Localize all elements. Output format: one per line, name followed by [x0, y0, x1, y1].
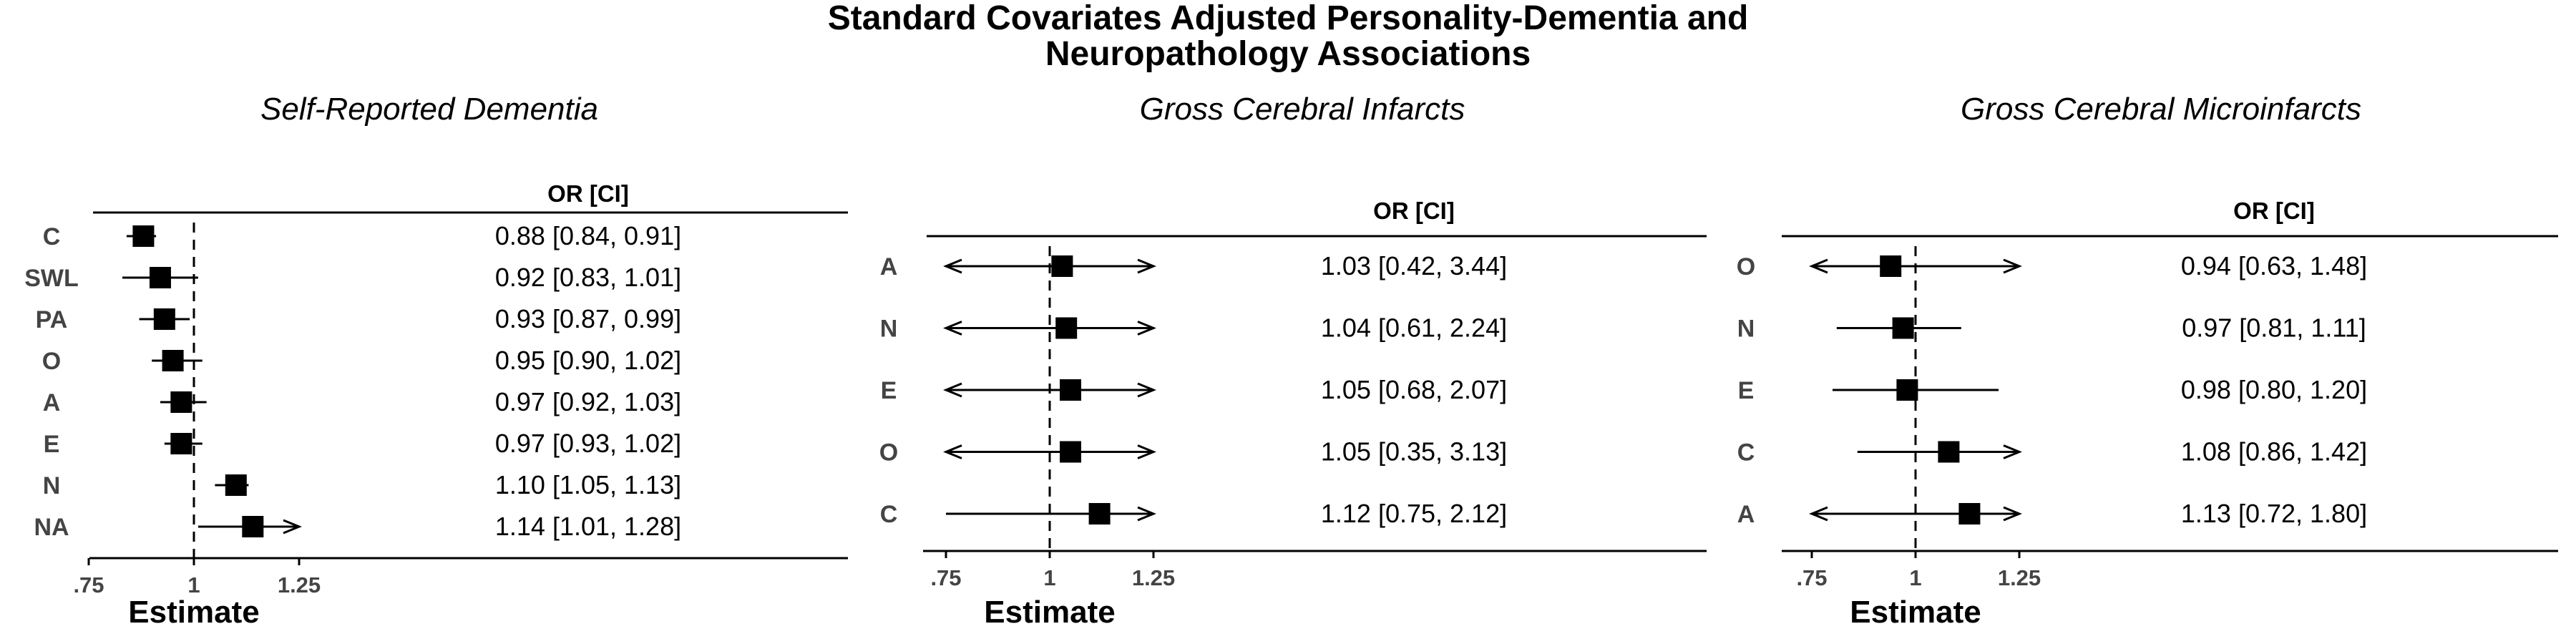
or-ci-text-o-panel-2: 1.05 [0.35, 3.13]	[1321, 437, 1507, 467]
table-header-panel-2: OR [CI]	[1373, 197, 1455, 224]
or-ci-text-n-panel-2: 1.04 [0.61, 2.24]	[1321, 313, 1507, 343]
point-estimate-swl-panel-1	[149, 267, 171, 288]
point-estimate-a-panel-3	[1958, 503, 1981, 525]
point-estimate-o-panel-3	[1880, 255, 1902, 277]
panel-title-self-reported-dementia: Self-Reported Dementia	[260, 92, 598, 127]
row-label-c-panel-2: C	[880, 501, 898, 528]
row-label-o-panel-2: O	[879, 439, 898, 467]
ci-arrow-right-a-panel-3	[2003, 506, 2022, 522]
or-ci-text-e-panel-2: 1.05 [0.68, 2.07]	[1321, 375, 1507, 404]
ci-arrow-left-e-panel-2	[943, 382, 962, 398]
row-label-e-panel-3: E	[1738, 377, 1755, 404]
x-tick-label-panel-2-0: .75	[930, 565, 961, 590]
table-header-panel-3: OR [CI]	[2233, 197, 2315, 224]
ci-arrow-right-o-panel-2	[1137, 444, 1156, 459]
row-label-e-panel-2: E	[881, 377, 897, 404]
point-estimate-na-panel-1	[242, 516, 264, 537]
point-estimate-a-panel-2	[1051, 255, 1073, 277]
x-tick-label-panel-2-1: 1	[1043, 565, 1055, 590]
row-label-a-panel-3: A	[1737, 501, 1755, 528]
x-tick-label-panel-1-0: .75	[73, 572, 104, 597]
point-estimate-o-panel-2	[1060, 441, 1081, 463]
ci-arrow-right-o-panel-3	[2003, 258, 2022, 274]
ci-arrow-left-a-panel-2	[943, 258, 962, 274]
x-tick-label-panel-3-0: .75	[1796, 565, 1827, 590]
x-tick-label-panel-3-1: 1	[1909, 565, 1921, 590]
row-label-pa-panel-1: PA	[36, 306, 68, 333]
or-ci-text-e-panel-1: 0.97 [0.93, 1.02]	[495, 429, 681, 458]
x-tick-label-panel-2-2: 1.25	[1132, 565, 1175, 590]
figure-title-line-2: Neuropathology Associations	[1045, 35, 1531, 73]
or-ci-text-a-panel-3: 1.13 [0.72, 1.80]	[2181, 499, 2367, 528]
point-estimate-c-panel-1	[132, 225, 155, 247]
point-estimate-c-panel-3	[1938, 441, 1960, 463]
or-ci-text-c-panel-1: 0.88 [0.84, 0.91]	[495, 221, 681, 250]
point-estimate-n-panel-1	[225, 474, 247, 496]
ci-arrow-right-c-panel-3	[2003, 444, 2022, 459]
x-axis-title-panel-3: Estimate	[1850, 595, 1981, 630]
point-estimate-e-panel-1	[170, 433, 192, 454]
or-ci-text-na-panel-1: 1.14 [1.01, 1.28]	[495, 512, 681, 541]
x-tick-label-panel-1-2: 1.25	[278, 572, 321, 597]
ci-arrow-left-a-panel-3	[1809, 506, 1828, 522]
ci-arrow-left-o-panel-2	[943, 444, 962, 459]
x-tick-label-panel-3-2: 1.25	[1998, 565, 2041, 590]
row-label-a-panel-2: A	[880, 253, 898, 280]
or-ci-text-e-panel-3: 0.98 [0.80, 1.20]	[2181, 375, 2367, 404]
table-header-panel-1: OR [CI]	[547, 180, 629, 207]
point-estimate-a-panel-1	[170, 391, 192, 413]
or-ci-text-c-panel-3: 1.08 [0.86, 1.42]	[2181, 437, 2367, 467]
figure-title-line-1: Standard Covariates Adjusted Personality…	[827, 0, 1749, 37]
or-ci-text-pa-panel-1: 0.93 [0.87, 0.99]	[495, 304, 681, 333]
point-estimate-n-panel-2	[1055, 317, 1078, 339]
point-estimate-pa-panel-1	[153, 308, 175, 330]
ci-arrow-right-n-panel-2	[1137, 321, 1156, 336]
row-label-c-panel-1: C	[43, 223, 61, 250]
x-axis-title-panel-2: Estimate	[984, 595, 1115, 630]
ci-arrow-right-na-panel-1	[283, 519, 302, 535]
panel-title-gross-cerebral-infarcts: Gross Cerebral Infarcts	[1139, 92, 1465, 127]
row-label-c-panel-3: C	[1737, 439, 1755, 467]
ci-arrow-left-n-panel-2	[943, 321, 962, 336]
or-ci-text-n-panel-3: 0.97 [0.81, 1.11]	[2182, 313, 2366, 343]
row-label-o-panel-3: O	[1737, 253, 1755, 280]
row-label-n-panel-2: N	[880, 316, 898, 343]
or-ci-text-o-panel-1: 0.95 [0.90, 1.02]	[495, 346, 681, 375]
panel-title-gross-cerebral-microinfarcts: Gross Cerebral Microinfarcts	[1961, 92, 2361, 127]
point-estimate-c-panel-2	[1088, 503, 1111, 525]
point-estimate-o-panel-1	[162, 350, 184, 371]
row-label-n-panel-3: N	[1737, 316, 1755, 343]
ci-arrow-right-e-panel-2	[1137, 382, 1156, 398]
row-label-swl-panel-1: SWL	[24, 265, 79, 292]
x-tick-label-panel-1-1: 1	[187, 572, 200, 597]
ci-arrow-right-c-panel-2	[1137, 506, 1156, 522]
row-label-a-panel-1: A	[43, 389, 61, 416]
point-estimate-e-panel-3	[1896, 379, 1918, 401]
or-ci-text-n-panel-1: 1.10 [1.05, 1.13]	[495, 470, 681, 499]
row-label-n-panel-1: N	[43, 472, 61, 499]
point-estimate-e-panel-2	[1060, 379, 1081, 401]
x-axis-title-panel-1: Estimate	[128, 595, 259, 630]
ci-arrow-left-o-panel-3	[1809, 258, 1828, 274]
point-estimate-n-panel-3	[1892, 317, 1914, 339]
or-ci-text-swl-panel-1: 0.92 [0.83, 1.01]	[495, 263, 681, 292]
or-ci-text-c-panel-2: 1.12 [0.75, 2.12]	[1321, 499, 1507, 528]
or-ci-text-a-panel-2: 1.03 [0.42, 3.44]	[1321, 251, 1507, 280]
ci-arrow-right-a-panel-2	[1137, 258, 1156, 274]
or-ci-text-a-panel-1: 0.97 [0.92, 1.03]	[495, 387, 681, 416]
or-ci-text-o-panel-3: 0.94 [0.63, 1.48]	[2181, 251, 2367, 280]
row-label-na-panel-1: NA	[34, 514, 69, 541]
row-label-o-panel-1: O	[42, 348, 61, 375]
row-label-e-panel-1: E	[44, 431, 60, 458]
